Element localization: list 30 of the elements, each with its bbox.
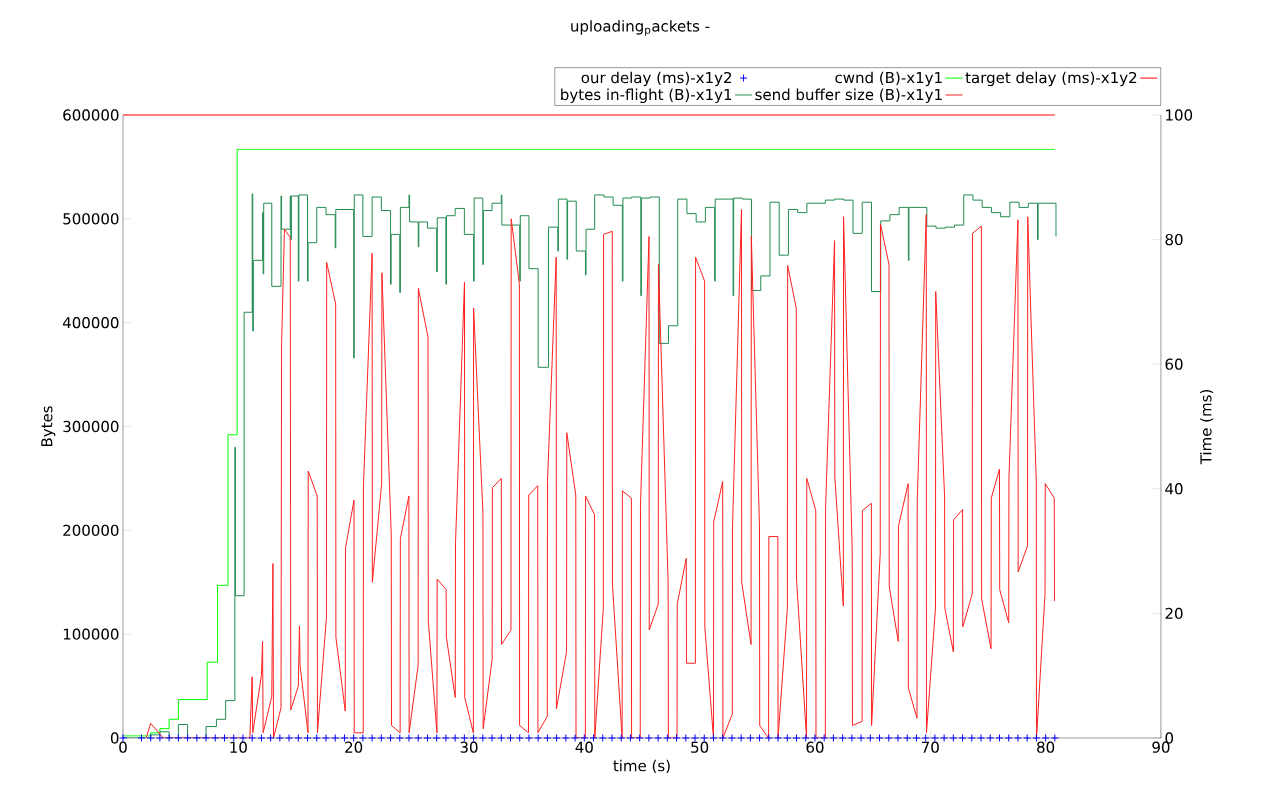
legend-label: target delay (ms)-x1y2: [965, 71, 1137, 87]
legend-label: our delay (ms)-x1y2: [581, 71, 732, 87]
y-tick-label: 400000: [62, 316, 119, 329]
x-tick-label: 10: [230, 741, 247, 753]
y2-tick-label: 40: [1165, 483, 1183, 495]
x-tick-label: 0: [119, 741, 127, 753]
legend-label: send buffer size (B)-x1y1: [755, 88, 942, 104]
y2-tick-label: 80: [1165, 233, 1183, 246]
y-tick-label: 300000: [63, 420, 119, 433]
legend-label: bytes in-flight (B)-x1y1: [561, 88, 732, 104]
x-tick-label: 30: [460, 741, 478, 753]
legend-label: cwnd (B)-x1y1: [835, 71, 942, 87]
y2-tick-label: 60: [1165, 358, 1183, 370]
y2-tick-label: 20: [1165, 607, 1183, 620]
x-tick-label: 20: [345, 741, 363, 753]
y-tick-label: 100000: [63, 628, 119, 640]
y-tick-label: 0: [110, 732, 119, 744]
y2-tick-label: 100: [1166, 109, 1193, 121]
x-tick-label: 40: [575, 741, 593, 753]
y-axis-title: Bytes: [41, 406, 56, 447]
x-tick-label: 50: [691, 741, 709, 753]
y-tick-label: 600000: [63, 109, 119, 121]
y-tick-label: 200000: [63, 524, 119, 536]
x-tick-label: 70: [921, 741, 939, 753]
chart-title: uploading$_{p}$ackets -: [571, 20, 710, 36]
x-tick-label: 60: [806, 741, 824, 753]
y-tick-label: 500000: [63, 213, 119, 225]
x-tick-label: 80: [1037, 741, 1055, 753]
y2-axis-title: Time (ms): [1199, 389, 1214, 465]
x-axis-title: time (s): [613, 759, 670, 774]
